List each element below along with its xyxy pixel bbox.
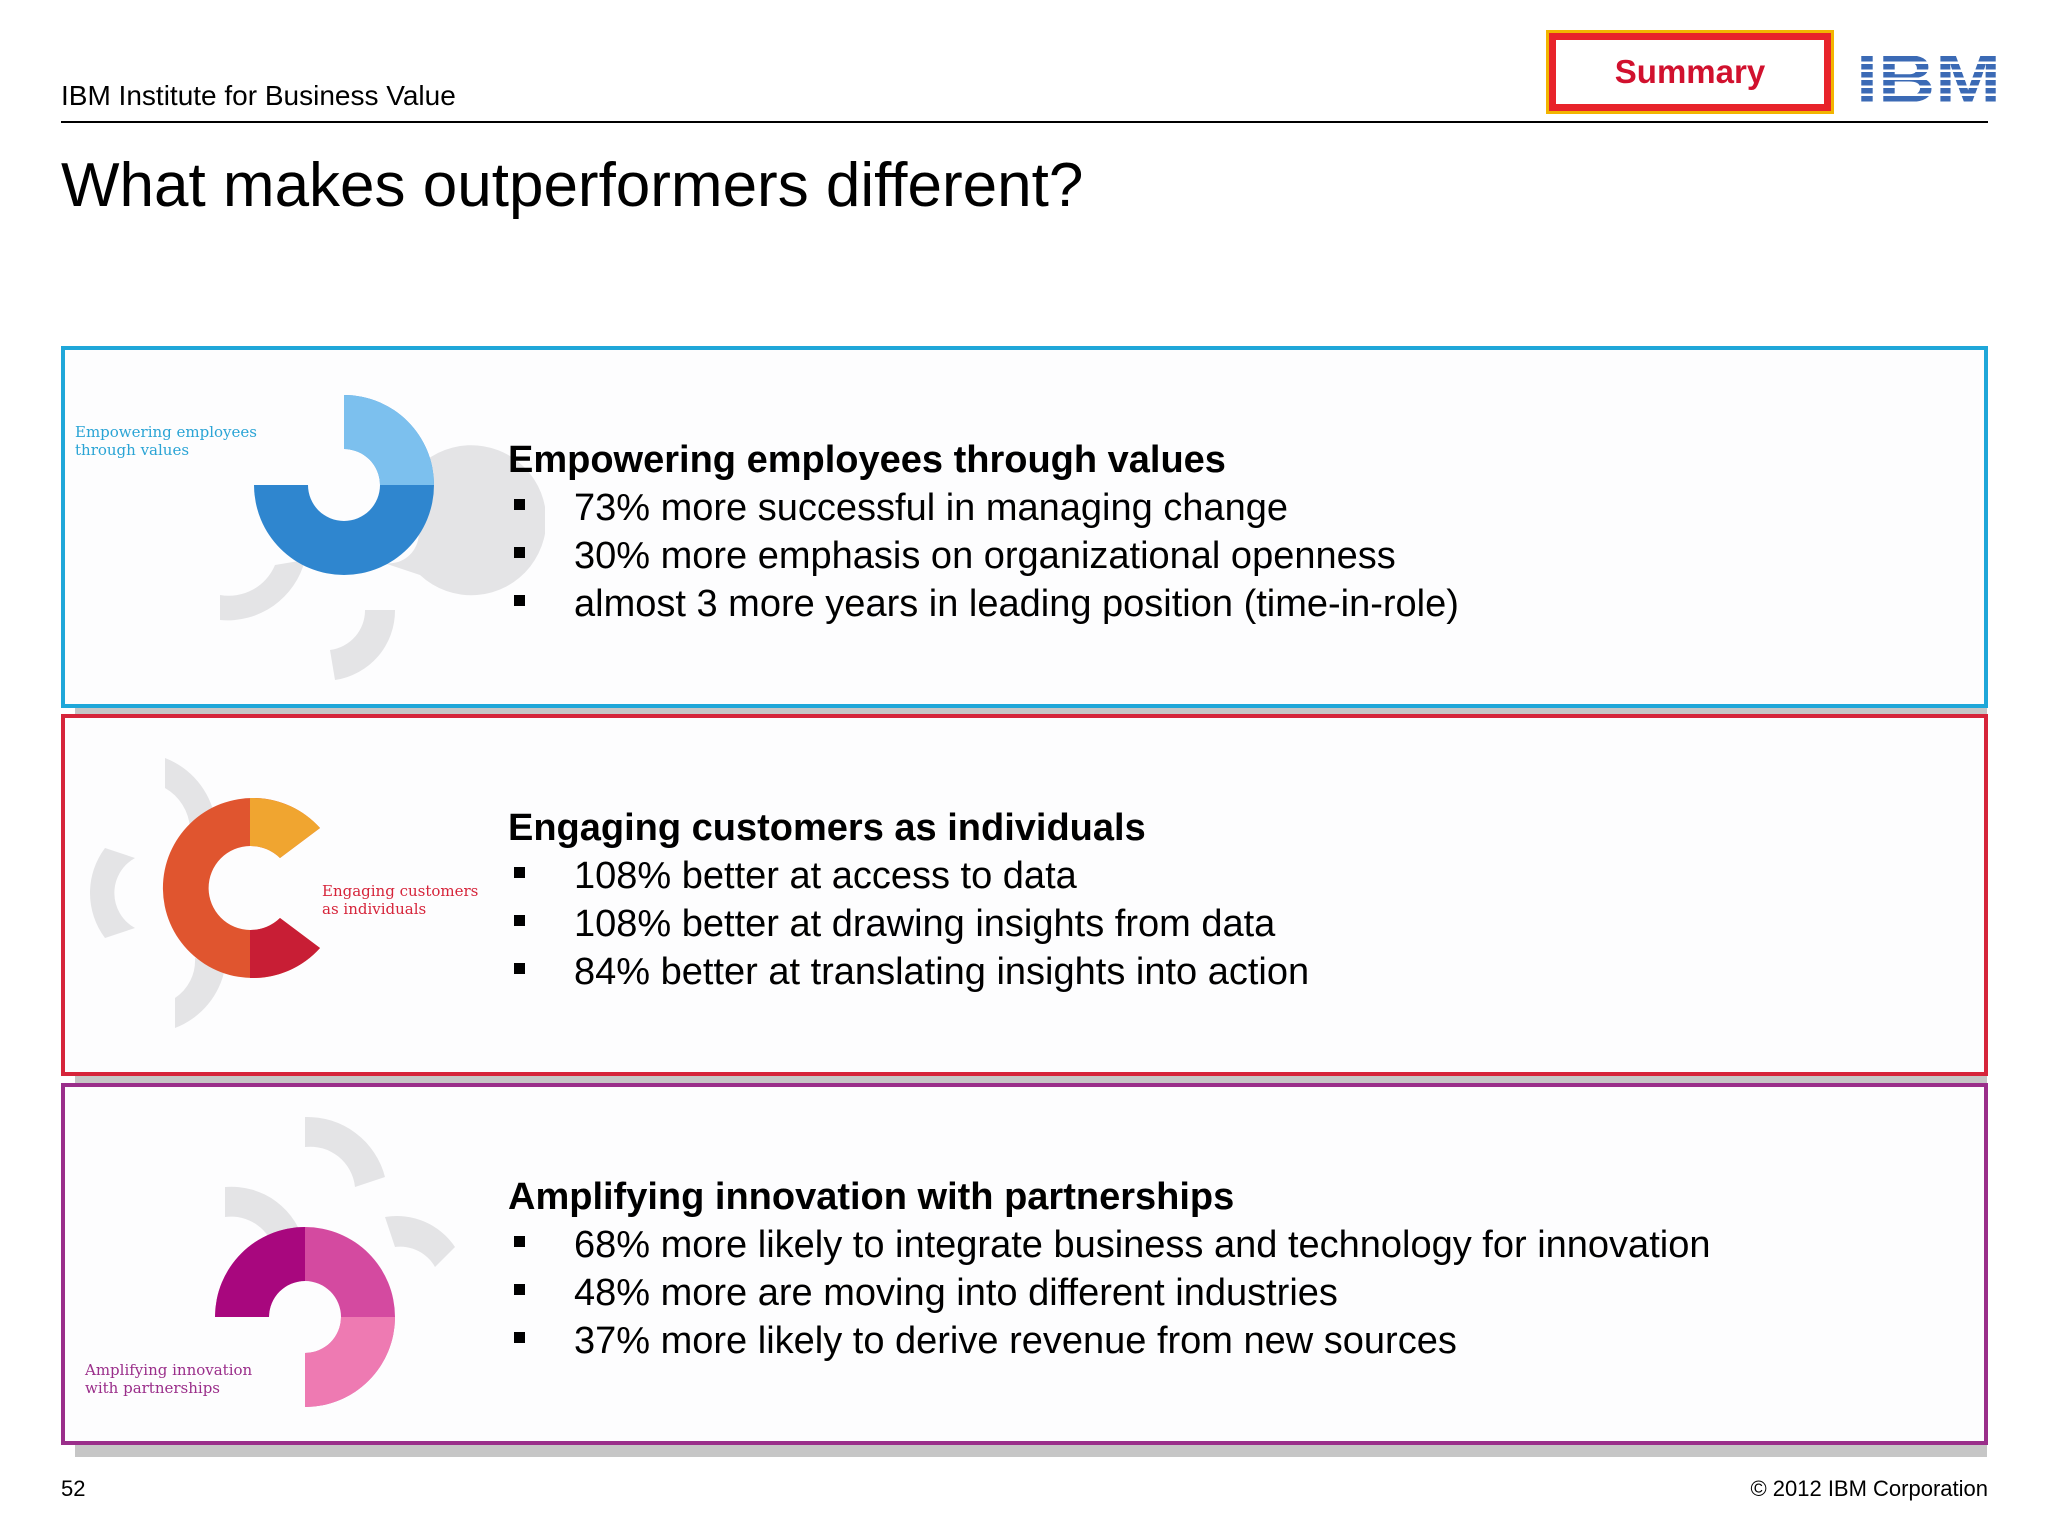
graphic-label: through values [75, 441, 189, 459]
list-item: 73% more successful in managing change [508, 484, 1459, 532]
list-item: 108% better at drawing insights from dat… [508, 900, 1309, 948]
summary-button[interactable]: Summary [1553, 37, 1827, 107]
list-item: 37% more likely to derive revenue from n… [508, 1317, 1710, 1365]
graphic-label: Empowering employees [75, 423, 257, 441]
institute-name: IBM Institute for Business Value [61, 80, 456, 111]
graphic-label: with partnerships [85, 1379, 220, 1397]
bullet-list: 73% more successful in managing change 3… [508, 484, 1459, 628]
graphic-label: Engaging customers [322, 882, 478, 900]
copyright: © 2012 IBM Corporation [1750, 1476, 1988, 1501]
page-number: 52 [61, 1476, 86, 1501]
ibm-logo-text: IBM [1856, 48, 2001, 108]
section-heading: Amplifying innovation with partnerships [508, 1176, 1235, 1218]
page-title: What makes outperformers different? [61, 151, 1084, 220]
ibm-logo: IBM [1856, 48, 2001, 108]
amplifying-ring-graphic: Amplifying innovation with partnerships [84, 1116, 455, 1407]
section-panel-amplifying: Amplifying innovation with partnerships … [61, 1083, 1988, 1445]
list-item: 68% more likely to integrate business an… [508, 1221, 1710, 1269]
list-item: almost 3 more years in leading position … [508, 580, 1459, 628]
list-item: 48% more are moving into different indus… [508, 1269, 1710, 1317]
graphic-label: Amplifying innovation [84, 1361, 253, 1379]
header-divider [61, 121, 1988, 123]
list-item: 30% more emphasis on organizational open… [508, 532, 1459, 580]
graphic-label: as individuals [322, 900, 426, 918]
list-item: 84% better at translating insights into … [508, 948, 1309, 996]
section-panel-engaging: Engaging customers as individuals Engagi… [61, 714, 1988, 1076]
section-heading: Empowering employees through values [508, 439, 1226, 481]
empowering-ring-graphic: Empowering employees through values [75, 395, 545, 680]
bullet-list: 68% more likely to integrate business an… [508, 1221, 1710, 1365]
section-heading: Engaging customers as individuals [508, 807, 1146, 849]
engaging-ring-graphic: Engaging customers as individuals [90, 758, 478, 1028]
section-panel-empowering: Empowering employees through values Empo… [61, 346, 1988, 708]
list-item: 108% better at access to data [508, 852, 1309, 900]
bullet-list: 108% better at access to data 108% bette… [508, 852, 1309, 996]
